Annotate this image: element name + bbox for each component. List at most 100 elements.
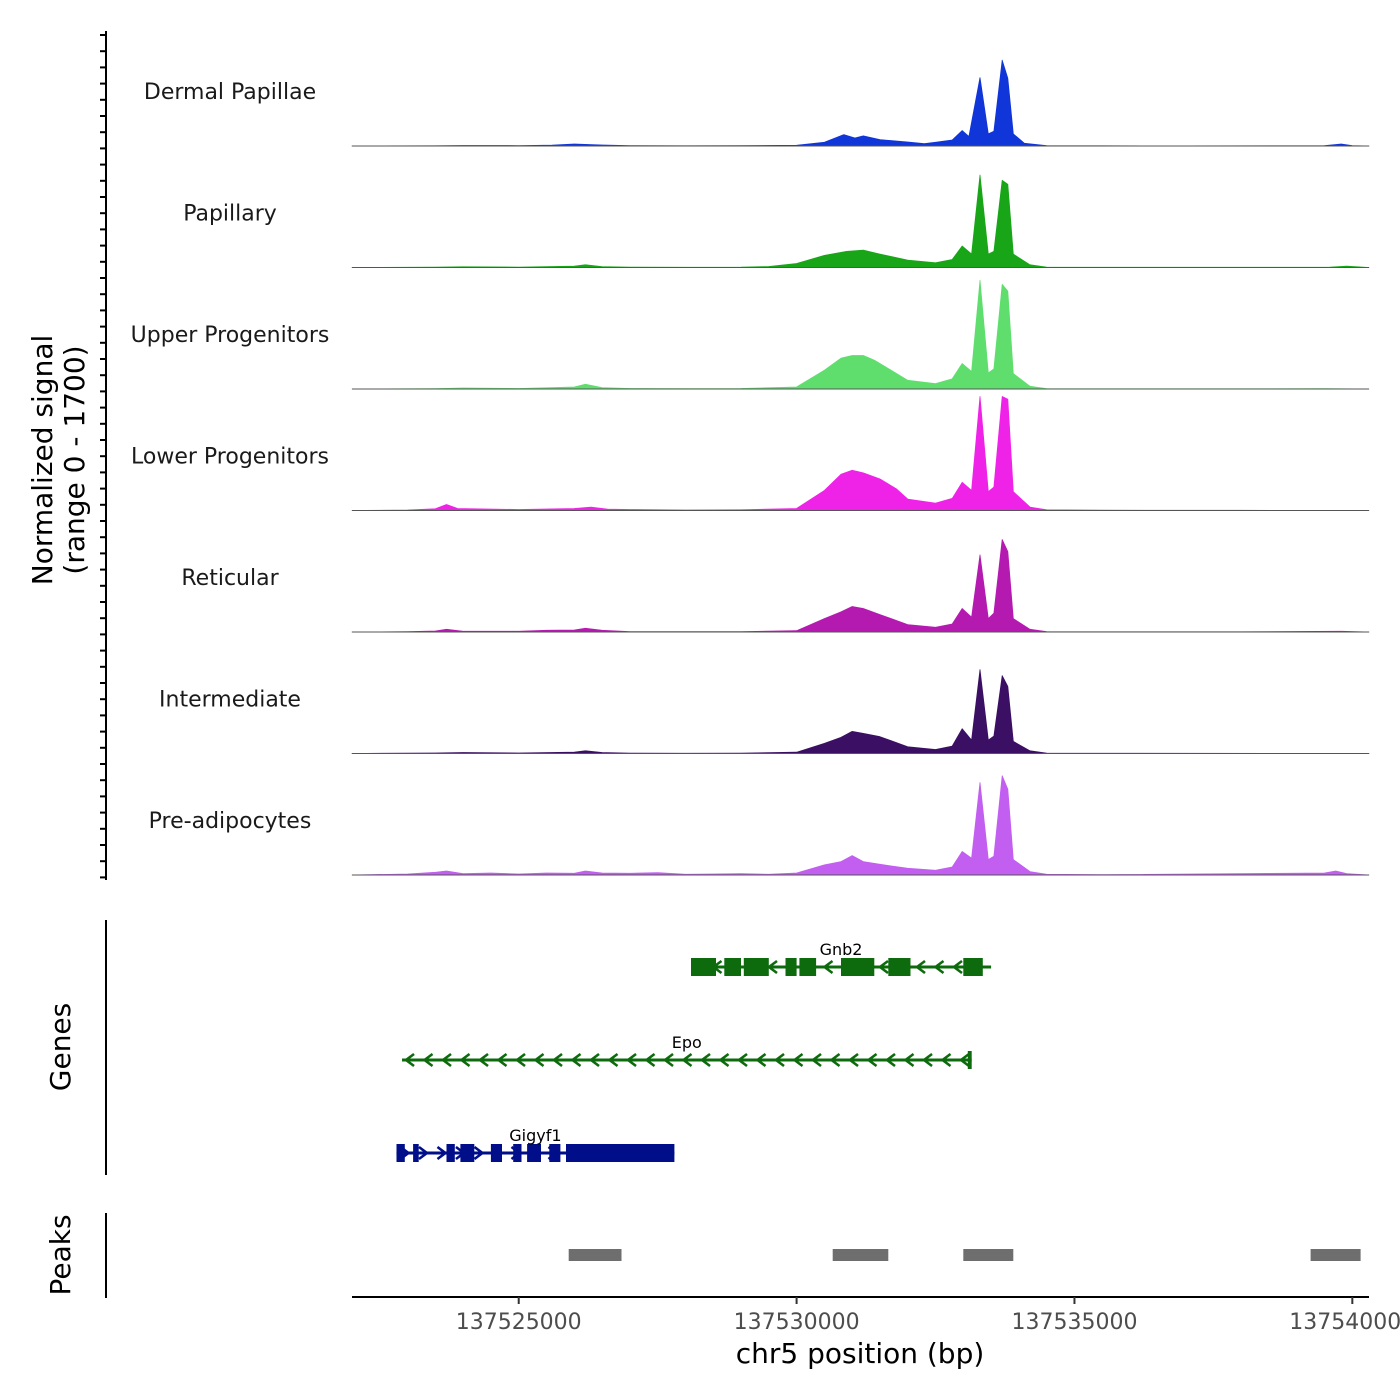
strand-arrow	[681, 1052, 693, 1068]
gene-label: Epo	[672, 1033, 702, 1052]
x-tick-label: 137540000	[1289, 1310, 1400, 1335]
x-tick-label: 137530000	[734, 1310, 860, 1335]
exon	[785, 958, 797, 976]
strand-arrow	[766, 959, 778, 975]
track-papillary: Papillary	[183, 174, 1370, 268]
strand-arrow	[884, 1052, 896, 1068]
strand-arrow	[921, 1052, 933, 1068]
strand-arrow	[477, 1052, 489, 1068]
strand-arrow	[699, 1052, 711, 1068]
strand-arrow	[958, 1052, 970, 1068]
exon	[967, 1051, 972, 1069]
track-label: Intermediate	[159, 688, 301, 713]
peaks-axis-title: Peaks	[44, 1214, 77, 1295]
peak-bar	[832, 1249, 889, 1261]
exon	[396, 1144, 405, 1162]
x-tick-label: 137525000	[456, 1310, 582, 1335]
strand-arrow	[514, 1052, 526, 1068]
exon	[490, 1144, 502, 1162]
strand-arrow	[625, 1052, 637, 1068]
coverage-area	[351, 775, 1370, 876]
coverage-area	[351, 396, 1370, 511]
strand-arrow	[422, 1052, 434, 1068]
track-pre-adipocytes: Pre-adipocytes	[149, 775, 1370, 876]
strand-arrow	[866, 1052, 878, 1068]
genes-axis-title: Genes	[44, 1003, 77, 1091]
coverage-area	[351, 539, 1370, 633]
exon	[566, 1144, 675, 1162]
strand-arrow	[914, 959, 926, 975]
track-dermal-papillae: Dermal Papillae	[144, 59, 1370, 147]
exon	[460, 1144, 475, 1162]
strand-arrow	[496, 1052, 508, 1068]
signal-y-axis-ticks	[100, 34, 106, 879]
strand-arrow	[792, 1052, 804, 1068]
peak-track	[568, 1249, 1361, 1261]
track-label: Lower Progenitors	[131, 445, 329, 470]
track-label: Reticular	[181, 566, 279, 591]
strand-arrow	[662, 1052, 674, 1068]
strand-arrow	[829, 1052, 841, 1068]
track-label: Pre-adipocytes	[149, 809, 312, 834]
strand-arrow	[755, 1052, 767, 1068]
strand-arrow	[644, 1052, 656, 1068]
strand-arrow	[418, 1145, 430, 1161]
strand-arrow	[822, 959, 834, 975]
x-tick-label: 137535000	[1012, 1310, 1138, 1335]
track-label: Upper Progenitors	[131, 323, 330, 348]
coverage-area	[351, 280, 1370, 390]
exon	[799, 958, 817, 976]
strand-arrow	[933, 959, 945, 975]
track-intermediate: Intermediate	[159, 669, 1370, 754]
exon	[413, 1144, 419, 1162]
exon	[724, 958, 741, 976]
x-axis-title: chr5 position (bp)	[736, 1337, 985, 1370]
strand-arrow	[403, 1052, 415, 1068]
track-upper-progenitors: Upper Progenitors	[131, 280, 1370, 390]
signal-axis-title-line1: Normalized signal	[26, 335, 59, 586]
coverage-tracks: Dermal Papillae Papillary Upper Progenitor…	[131, 59, 1370, 876]
strand-arrow	[533, 1052, 545, 1068]
exon	[527, 1144, 541, 1162]
gene-gnb2: Gnb2	[691, 940, 992, 976]
strand-arrow	[440, 1052, 452, 1068]
exon	[743, 958, 769, 976]
gene-annotation-track: Gnb2 Epo Gigyf1	[396, 940, 992, 1162]
strand-arrow	[551, 1052, 563, 1068]
peak-bar	[568, 1249, 622, 1261]
gene-label: Gigyf1	[509, 1126, 561, 1145]
gene-gigyf1: Gigyf1	[396, 1126, 675, 1162]
strand-arrow	[877, 959, 889, 975]
strand-arrow	[736, 1052, 748, 1068]
exon	[888, 958, 911, 976]
strand-arrow	[951, 959, 963, 975]
gene-epo: Epo	[402, 1033, 972, 1069]
strand-arrow	[903, 1052, 915, 1068]
exon	[513, 1144, 522, 1162]
strand-arrow	[607, 1052, 619, 1068]
strand-arrow	[473, 1145, 485, 1161]
signal-axis-title-line2: (range 0 - 1700)	[58, 345, 91, 574]
strand-arrow	[570, 1052, 582, 1068]
strand-arrow	[436, 1145, 448, 1161]
x-axis-ticks: 137525000 137530000 137535000 137540000	[456, 1297, 1400, 1335]
strand-arrow	[588, 1052, 600, 1068]
track-lower-progenitors: Lower Progenitors	[131, 396, 1370, 511]
exon	[963, 958, 983, 976]
track-label: Dermal Papillae	[144, 80, 316, 105]
strand-arrow	[718, 1052, 730, 1068]
peak-bar	[963, 1249, 1014, 1261]
coverage-area	[351, 669, 1370, 754]
peak-bar	[1310, 1249, 1361, 1261]
exon	[549, 1144, 561, 1162]
strand-arrow	[810, 1052, 822, 1068]
exon	[841, 958, 875, 976]
strand-arrow	[940, 1052, 952, 1068]
exon	[446, 1144, 455, 1162]
exon	[691, 958, 716, 976]
strand-arrow	[459, 1052, 471, 1068]
coverage-area	[351, 174, 1370, 268]
gene-label: Gnb2	[820, 940, 863, 959]
